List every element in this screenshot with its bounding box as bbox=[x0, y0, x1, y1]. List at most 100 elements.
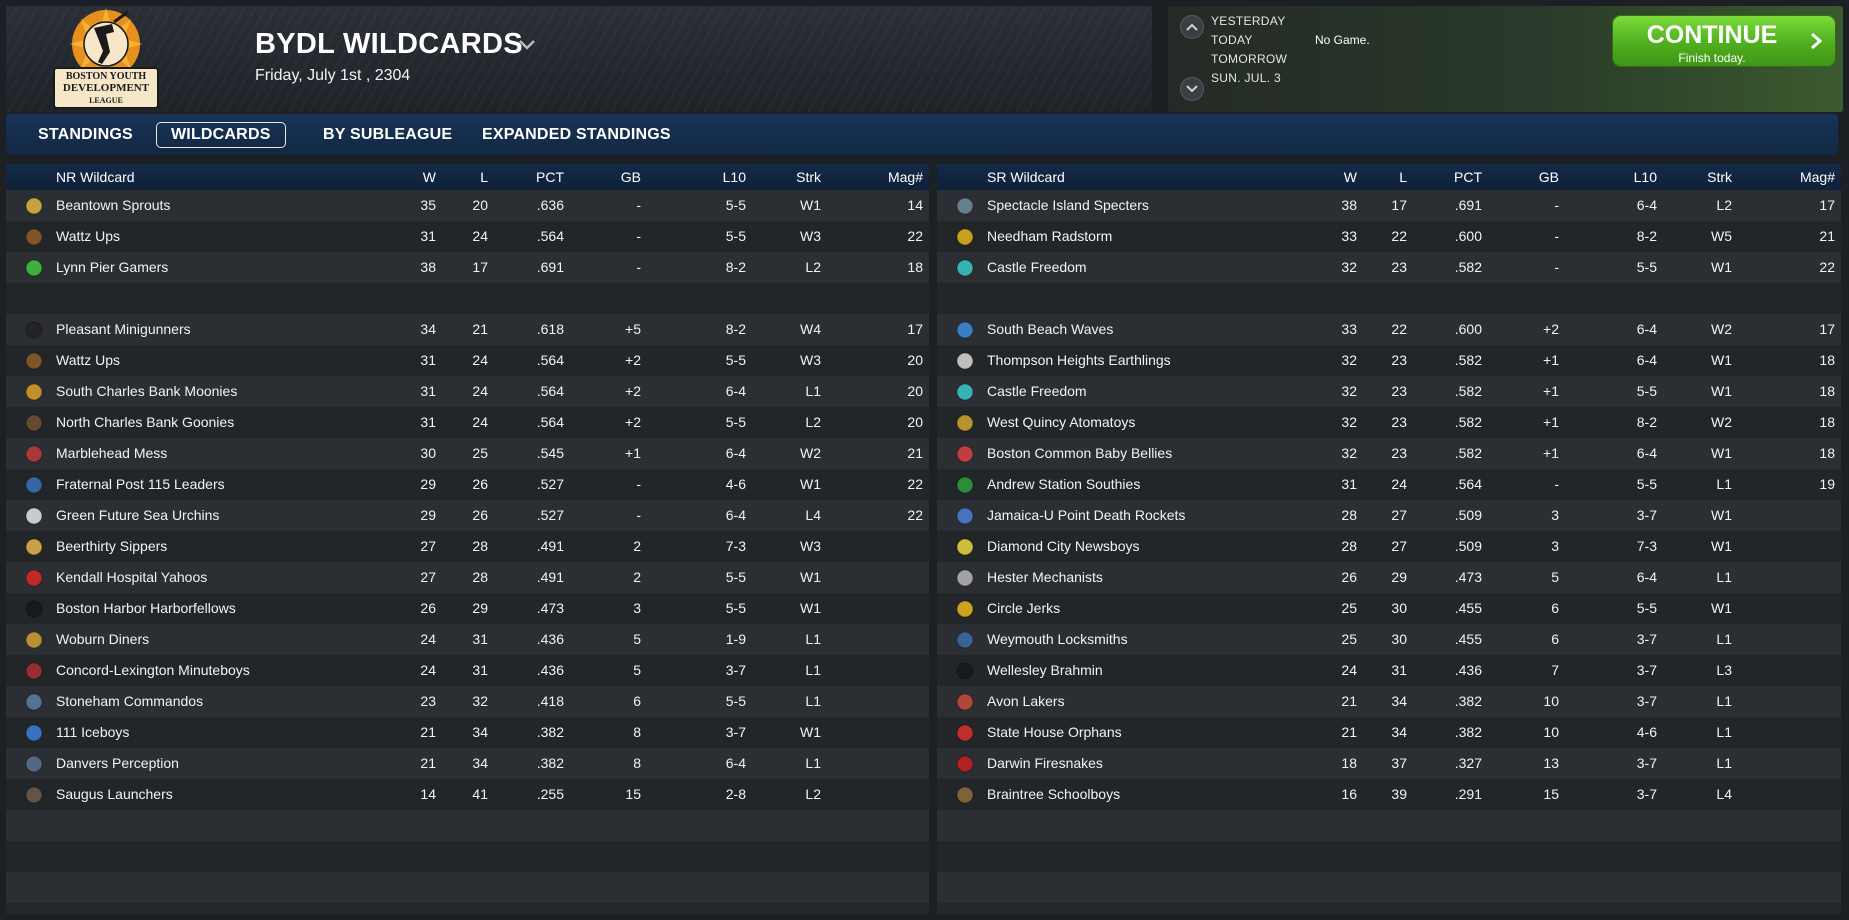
team-name[interactable]: South Charles Bank Moonies bbox=[56, 383, 238, 399]
team-name[interactable]: Castle Freedom bbox=[987, 259, 1087, 275]
table-row[interactable]: Stoneham Commandos 23 32 .418 6 5-5 L1 bbox=[6, 686, 929, 717]
column-header-l10[interactable]: L10 bbox=[722, 169, 746, 185]
team-name[interactable]: Saugus Launchers bbox=[56, 786, 173, 802]
team-name[interactable]: Weymouth Locksmiths bbox=[987, 631, 1128, 647]
table-row[interactable]: Castle Freedom 32 23 .582 - 5-5 W1 22 bbox=[937, 252, 1841, 283]
table-row[interactable]: Diamond City Newsboys 28 27 .509 3 7-3 W1 bbox=[937, 531, 1841, 562]
team-name[interactable]: Beerthirty Sippers bbox=[56, 538, 168, 554]
team-name[interactable]: Green Future Sea Urchins bbox=[56, 507, 220, 523]
team-name[interactable]: Beantown Sprouts bbox=[56, 197, 171, 213]
team-name[interactable]: Hester Mechanists bbox=[987, 569, 1103, 585]
team-name[interactable]: West Quincy Atomatoys bbox=[987, 414, 1136, 430]
day-today[interactable]: TODAY bbox=[1211, 33, 1253, 47]
previous-day-button[interactable] bbox=[1180, 15, 1204, 39]
team-name[interactable]: Boston Common Baby Bellies bbox=[987, 445, 1173, 461]
table-row[interactable]: Braintree Schoolboys 16 39 .291 15 3-7 L4 bbox=[937, 779, 1841, 810]
table-row[interactable]: State House Orphans 21 34 .382 10 4-6 L1 bbox=[937, 717, 1841, 748]
team-name[interactable]: Avon Lakers bbox=[987, 693, 1065, 709]
team-name[interactable]: Braintree Schoolboys bbox=[987, 786, 1121, 802]
tab-wildcards[interactable]: WILDCARDS bbox=[156, 122, 286, 148]
table-row[interactable]: Jamaica-U Point Death Rockets 28 27 .509 3 3-… bbox=[937, 500, 1841, 531]
table-title[interactable]: SR Wildcard bbox=[987, 169, 1065, 185]
table-row[interactable]: Boston Common Baby Bellies 32 23 .582 +1 6-4 W… bbox=[937, 438, 1841, 469]
table-row[interactable]: Wellesley Brahmin 24 31 .436 7 3-7 L3 bbox=[937, 655, 1841, 686]
column-header-w[interactable]: W bbox=[422, 169, 436, 185]
team-name[interactable]: Kendall Hospital Yahoos bbox=[56, 569, 208, 585]
team-name[interactable]: Castle Freedom bbox=[987, 383, 1087, 399]
table-row[interactable]: Beantown Sprouts 35 20 .636 - 5-5 W1 14 bbox=[6, 190, 929, 221]
table-row[interactable]: Beerthirty Sippers 27 28 .491 2 7-3 W3 bbox=[6, 531, 929, 562]
table-row[interactable]: South Charles Bank Moonies 31 24 .564 +2 6-4 L… bbox=[6, 376, 929, 407]
column-header-w[interactable]: W bbox=[1343, 169, 1357, 185]
table-row[interactable]: Darwin Firesnakes 18 37 .327 13 3-7 L1 bbox=[937, 748, 1841, 779]
table-row[interactable]: Hester Mechanists 26 29 .473 5 6-4 L1 bbox=[937, 562, 1841, 593]
table-row[interactable]: Kendall Hospital Yahoos 27 28 .491 2 5-5 W1 bbox=[6, 562, 929, 593]
table-row[interactable]: South Beach Waves 33 22 .600 +2 6-4 W2 17 bbox=[937, 314, 1841, 345]
table-row[interactable]: Green Future Sea Urchins 29 26 .527 - 6-4 L4 22 bbox=[6, 500, 929, 531]
continue-button[interactable]: CONTINUE Finish today. bbox=[1612, 15, 1836, 67]
team-name[interactable]: Wattz Ups bbox=[56, 352, 121, 368]
table-row[interactable]: Wattz Ups 31 24 .564 +2 5-5 W3 20 bbox=[6, 345, 929, 376]
tab-expanded-standings[interactable]: EXPANDED STANDINGS bbox=[482, 126, 671, 143]
team-name[interactable]: Circle Jerks bbox=[987, 600, 1061, 616]
column-header-strk[interactable]: Strk bbox=[796, 169, 821, 185]
column-header-l[interactable]: L bbox=[1399, 169, 1407, 185]
table-row[interactable]: Weymouth Locksmiths 25 30 .455 6 3-7 L1 bbox=[937, 624, 1841, 655]
day-tomorrow[interactable]: TOMORROW bbox=[1211, 52, 1288, 66]
team-name[interactable]: Needham Radstorm bbox=[987, 228, 1113, 244]
team-name[interactable]: Fraternal Post 115 Leaders bbox=[56, 476, 225, 492]
team-name[interactable]: Thompson Heights Earthlings bbox=[987, 352, 1171, 368]
chevron-down-icon[interactable] bbox=[518, 39, 536, 51]
table-row[interactable]: Spectacle Island Specters 38 17 .691 - 6-4 L2 1… bbox=[937, 190, 1841, 221]
team-name[interactable]: 111 Iceboys bbox=[56, 724, 130, 740]
table-row[interactable]: Needham Radstorm 33 22 .600 - 8-2 W5 21 bbox=[937, 221, 1841, 252]
table-row[interactable]: Concord-Lexington Minuteboys 24 31 .436 5 3-7… bbox=[6, 655, 929, 686]
table-row[interactable]: Fraternal Post 115 Leaders 29 26 .527 - 4-6 W1… bbox=[6, 469, 929, 500]
table-row[interactable]: Wattz Ups 31 24 .564 - 5-5 W3 22 bbox=[6, 221, 929, 252]
table-row[interactable]: Circle Jerks 25 30 .455 6 5-5 W1 bbox=[937, 593, 1841, 624]
column-header-mag[interactable]: Mag# bbox=[1799, 169, 1835, 185]
team-name[interactable]: Andrew Station Southies bbox=[987, 476, 1141, 492]
table-title[interactable]: NR Wildcard bbox=[56, 169, 135, 185]
team-name[interactable]: Darwin Firesnakes bbox=[987, 755, 1103, 771]
column-header-l[interactable]: L bbox=[480, 169, 488, 185]
table-row[interactable]: Boston Harbor Harborfellows 26 29 .473 3 5-5 W… bbox=[6, 593, 929, 624]
team-name[interactable]: Diamond City Newsboys bbox=[987, 538, 1140, 554]
team-name[interactable]: Danvers Perception bbox=[56, 755, 179, 771]
page-title[interactable]: BYDL WILDCARDS bbox=[255, 28, 523, 60]
table-row[interactable]: Castle Freedom 32 23 .582 +1 5-5 W1 18 bbox=[937, 376, 1841, 407]
team-name[interactable]: Marblehead Mess bbox=[56, 445, 168, 461]
day-yesterday[interactable]: YESTERDAY bbox=[1211, 14, 1286, 28]
team-name[interactable]: Pleasant Minigunners bbox=[56, 321, 191, 337]
team-name[interactable]: State House Orphans bbox=[987, 724, 1122, 740]
column-header-mag[interactable]: Mag# bbox=[887, 169, 923, 185]
team-name[interactable]: Wattz Ups bbox=[56, 228, 121, 244]
table-row[interactable]: Pleasant Minigunners 34 21 .618 +5 8-2 W4 17 bbox=[6, 314, 929, 345]
team-name[interactable]: Boston Harbor Harborfellows bbox=[56, 600, 236, 616]
table-row[interactable]: Danvers Perception 21 34 .382 8 6-4 L1 bbox=[6, 748, 929, 779]
team-name[interactable]: Stoneham Commandos bbox=[56, 693, 204, 709]
column-header-gb[interactable]: GB bbox=[620, 169, 641, 185]
column-header-pct[interactable]: PCT bbox=[1454, 169, 1482, 185]
table-row[interactable]: North Charles Bank Goonies 31 24 .564 +2 5-5 L… bbox=[6, 407, 929, 438]
column-header-strk[interactable]: Strk bbox=[1707, 169, 1732, 185]
day-next[interactable]: SUN. JUL. 3 bbox=[1211, 71, 1281, 85]
team-name[interactable]: South Beach Waves bbox=[987, 321, 1114, 337]
table-row[interactable]: Avon Lakers 21 34 .382 10 3-7 L1 bbox=[937, 686, 1841, 717]
team-name[interactable]: Spectacle Island Specters bbox=[987, 197, 1149, 213]
column-header-l10[interactable]: L10 bbox=[1633, 169, 1657, 185]
table-row[interactable]: Thompson Heights Earthlings 32 23 .582 +1 6-4… bbox=[937, 345, 1841, 376]
column-header-pct[interactable]: PCT bbox=[536, 169, 564, 185]
team-name[interactable]: Jamaica-U Point Death Rockets bbox=[987, 507, 1186, 523]
team-name[interactable]: Concord-Lexington Minuteboys bbox=[56, 662, 250, 678]
column-header-gb[interactable]: GB bbox=[1538, 169, 1559, 185]
table-row[interactable]: West Quincy Atomatoys 32 23 .582 +1 8-2 W2 18 bbox=[937, 407, 1841, 438]
table-row[interactable]: 111 Iceboys 21 34 .382 8 3-7 W1 bbox=[6, 717, 929, 748]
table-row[interactable]: Marblehead Mess 30 25 .545 +1 6-4 W2 21 bbox=[6, 438, 929, 469]
table-row[interactable]: Woburn Diners 24 31 .436 5 1-9 L1 bbox=[6, 624, 929, 655]
team-name[interactable]: Woburn Diners bbox=[56, 631, 150, 647]
tab-by-subleague[interactable]: BY SUBLEAGUE bbox=[323, 126, 453, 143]
table-row[interactable]: Andrew Station Southies 31 24 .564 - 5-5 L1 19 bbox=[937, 469, 1841, 500]
table-row[interactable]: Lynn Pier Gamers 38 17 .691 - 8-2 L2 18 bbox=[6, 252, 929, 283]
team-name[interactable]: North Charles Bank Goonies bbox=[56, 414, 235, 430]
